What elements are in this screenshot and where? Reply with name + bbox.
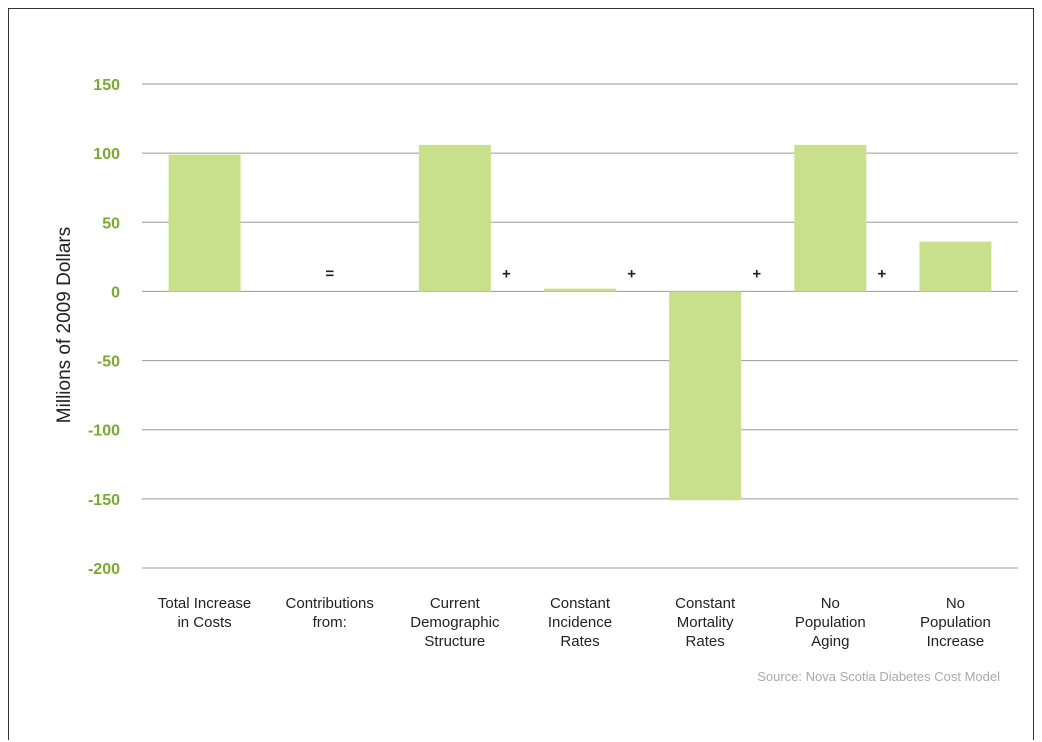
bar: [544, 288, 616, 292]
x-tick-labels: Total Increase in Costs Contributions from:…: [158, 595, 991, 650]
operator-label: +: [877, 265, 886, 282]
operator-label: =: [325, 265, 334, 282]
y-tick-label: 100: [93, 146, 120, 163]
operator-label: +: [752, 265, 761, 282]
bars: [168, 144, 992, 501]
operator-label: +: [502, 265, 511, 282]
bar: [168, 154, 241, 292]
bar: [794, 144, 867, 292]
x-tick-label: No Population Aging: [795, 595, 866, 650]
y-axis-label: Millions of 2009 Dollars: [54, 227, 75, 423]
x-tick-label: Constant Incidence Rates: [548, 595, 612, 650]
x-tick-label: Contributions from:: [286, 595, 374, 631]
chart-frame: [8, 8, 1034, 740]
y-tick-label: -50: [97, 354, 120, 371]
bar: [669, 291, 742, 501]
bar: [919, 241, 992, 292]
y-tick-label: -200: [88, 561, 120, 578]
y-tick-labels: 150 100 50 0 -50 -100 -150 -200: [88, 77, 120, 578]
source-note: Source: Nova Scotia Diabetes Cost Model: [757, 669, 1000, 684]
y-tick-label: 150: [93, 77, 120, 94]
x-tick-label: Constant Mortality Rates: [675, 595, 736, 650]
x-tick-label: Total Increase in Costs: [158, 595, 251, 631]
y-tick-label: 0: [111, 284, 120, 301]
y-tick-label: -100: [88, 423, 120, 440]
x-tick-label: Current Demographic Structure: [410, 595, 500, 650]
operators: = + + + +: [325, 265, 886, 282]
operator-label: +: [627, 265, 636, 282]
y-tick-label: 50: [102, 215, 120, 232]
gridlines: [142, 83, 1018, 569]
bar: [418, 144, 491, 292]
y-tick-label: -150: [88, 492, 120, 509]
x-tick-label: No Population Increase: [920, 595, 991, 650]
